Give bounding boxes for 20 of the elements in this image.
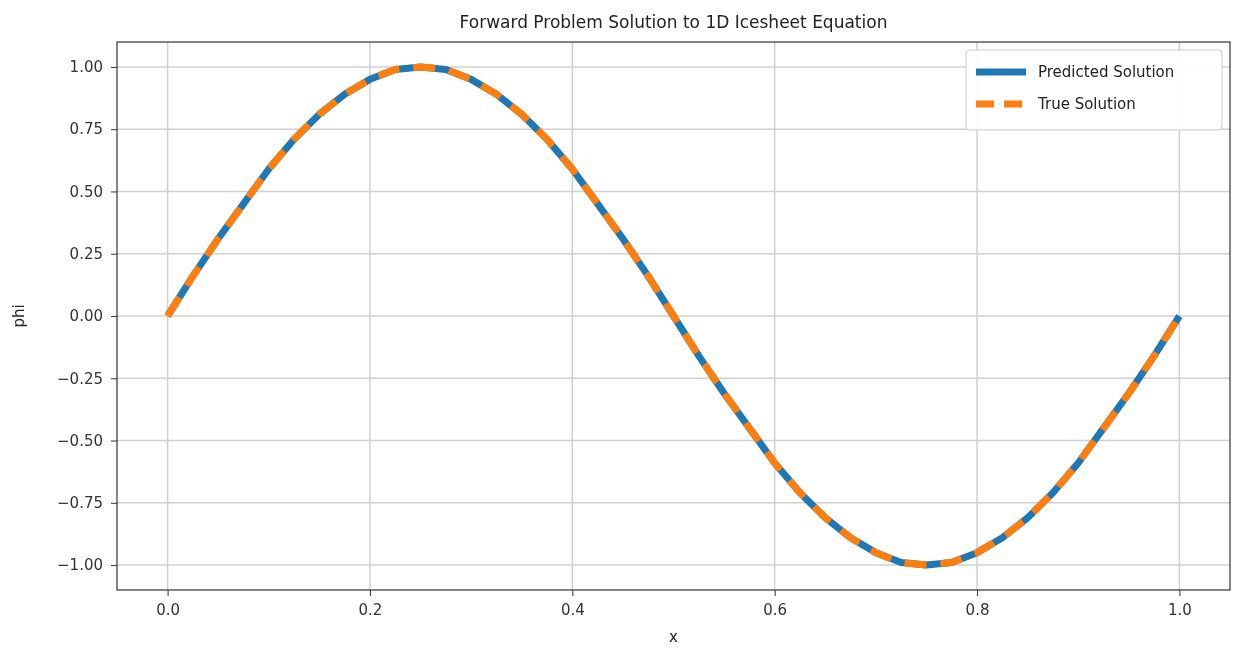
x-tick-label: 0.2 — [358, 600, 383, 619]
y-tick-label: −0.25 — [57, 369, 103, 388]
chart-title: Forward Problem Solution to 1D Icesheet Equation — [459, 12, 888, 32]
x-tick-label: 1.0 — [1167, 600, 1192, 619]
x-axis-title: x — [669, 628, 679, 646]
y-tick-label: −1.00 — [57, 556, 103, 575]
y-tick-label: −0.50 — [57, 431, 103, 450]
x-tick-label: 0.4 — [560, 600, 585, 619]
y-tick-label: 0.25 — [69, 245, 103, 264]
y-axis-title: phi — [10, 304, 28, 328]
y-tick-label: 0.00 — [69, 307, 103, 326]
x-tick-label: 0.8 — [965, 600, 990, 619]
legend-label: True Solution — [1037, 95, 1136, 113]
y-tick-label: 0.75 — [69, 120, 103, 139]
y-tick-label: 1.00 — [69, 58, 103, 77]
x-tick-label: 0.6 — [763, 600, 788, 619]
legend-label: Predicted Solution — [1038, 63, 1175, 81]
x-tick-label: 0.0 — [156, 600, 181, 619]
y-tick-label: −0.75 — [57, 494, 103, 513]
y-tick-label: 0.50 — [69, 182, 103, 201]
